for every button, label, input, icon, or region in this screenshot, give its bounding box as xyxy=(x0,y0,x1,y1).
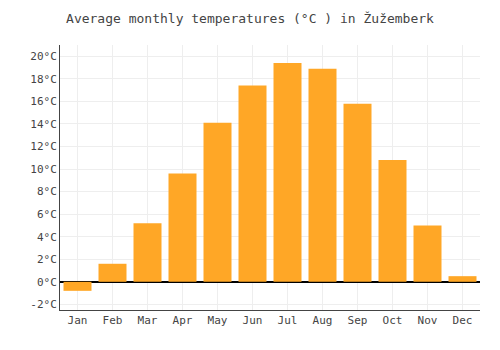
svg-text:Average monthly temperatures (: Average monthly temperatures (°C ) in Žu… xyxy=(66,11,434,26)
svg-text:14°C: 14°C xyxy=(30,118,57,131)
svg-text:18°C: 18°C xyxy=(30,73,57,86)
svg-text:4°C: 4°C xyxy=(37,231,57,244)
svg-text:10°C: 10°C xyxy=(30,163,57,176)
svg-text:Oct: Oct xyxy=(383,314,403,327)
svg-text:0°C: 0°C xyxy=(37,276,57,289)
svg-text:2°C: 2°C xyxy=(37,253,57,266)
svg-text:Nov: Nov xyxy=(418,314,438,327)
svg-text:Feb: Feb xyxy=(103,314,123,327)
svg-text:20°C: 20°C xyxy=(30,50,57,63)
svg-text:Sep: Sep xyxy=(348,314,368,327)
svg-text:16°C: 16°C xyxy=(30,95,57,108)
svg-text:Dec: Dec xyxy=(453,314,473,327)
svg-text:8°C: 8°C xyxy=(37,185,57,198)
svg-text:May: May xyxy=(208,314,228,327)
svg-text:Apr: Apr xyxy=(173,314,193,327)
svg-text:-2°C: -2°C xyxy=(30,298,57,311)
svg-text:6°C: 6°C xyxy=(37,208,57,221)
svg-text:Aug: Aug xyxy=(313,314,333,327)
svg-text:Jul: Jul xyxy=(278,314,298,327)
svg-text:12°C: 12°C xyxy=(30,140,57,153)
svg-text:Jan: Jan xyxy=(68,314,88,327)
svg-text:Jun: Jun xyxy=(243,314,263,327)
svg-text:Mar: Mar xyxy=(138,314,158,327)
